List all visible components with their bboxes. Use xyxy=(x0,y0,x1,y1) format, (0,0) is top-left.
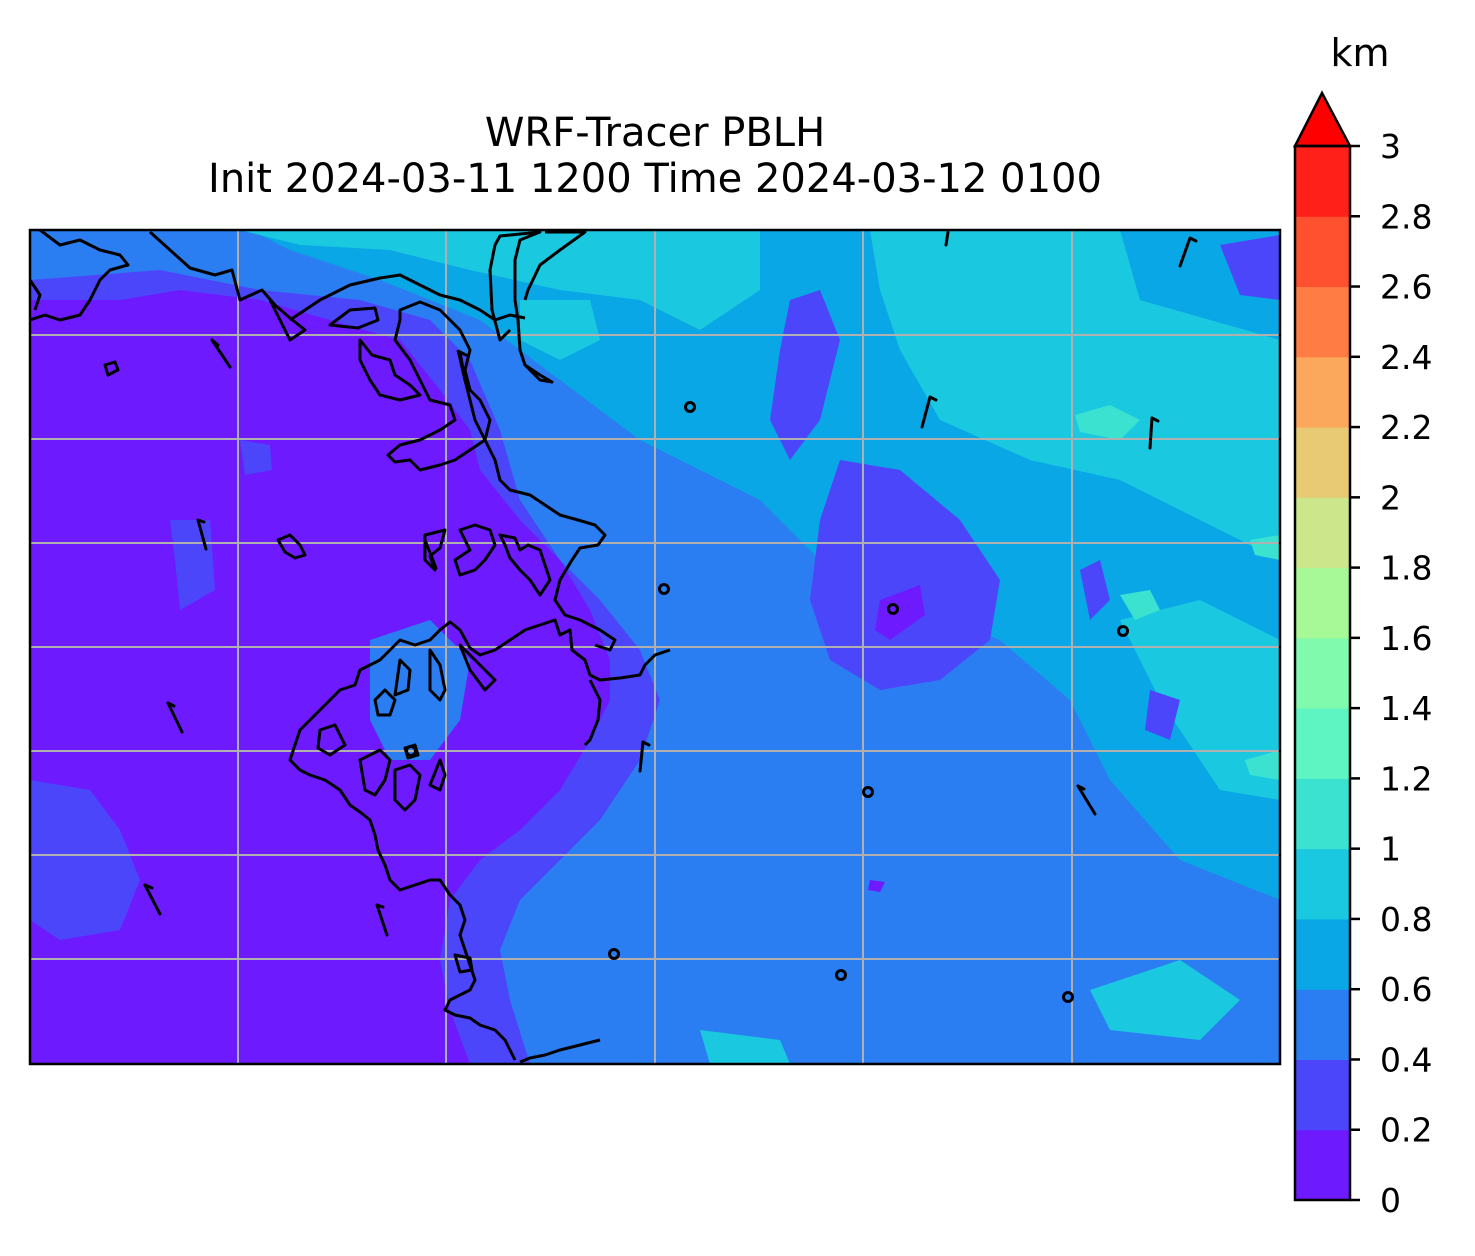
pblh-band-1.0b xyxy=(1120,590,1160,620)
calm-wind-marker xyxy=(887,603,899,615)
pblh-band-0.2-south xyxy=(30,780,140,940)
colorbar-tick-label: 0.6 xyxy=(1380,970,1432,1009)
pblh-band-0.0-spot2 xyxy=(868,880,885,892)
pblh-band-1.0a xyxy=(1075,405,1140,440)
calm-wind-marker xyxy=(658,583,670,595)
pblh-band-0.2c xyxy=(1080,560,1110,620)
colorbar-tick-label: 1 xyxy=(1380,830,1401,869)
colorbar-tick-label: 1.6 xyxy=(1380,619,1432,658)
colorbar-tick-label: 2.8 xyxy=(1380,197,1432,236)
map-title: WRF-Tracer PBLH Init 2024-03-11 1200 Tim… xyxy=(30,110,1280,202)
calm-wind-markers xyxy=(405,401,1129,1003)
pblh-band-0.8b xyxy=(870,230,1280,560)
wind-barb xyxy=(166,701,184,734)
colorbar-tick-label: 0.4 xyxy=(1380,1040,1432,1079)
colorbar-segment xyxy=(1295,216,1350,288)
pblh-band-0.8d xyxy=(1090,960,1240,1040)
colorbar-tick-label: 1.2 xyxy=(1380,759,1432,798)
colorbar-tick-label: 0 xyxy=(1380,1181,1401,1220)
calm-wind-marker xyxy=(1062,991,1074,1003)
pblh-band-0.0-west xyxy=(30,290,610,1064)
colorbar-tick-label: 0.8 xyxy=(1380,900,1432,939)
colorbar-segment xyxy=(1295,778,1350,850)
colorbar-tick-label: 0.2 xyxy=(1380,1111,1432,1150)
colorbar-ticks: 0 0.2 0.4 0.6 0.8 1 1.2 1.4 1.6 1.8 2 2.2 2.4 2.6 2.8 3 xyxy=(1350,127,1432,1220)
wind-barb xyxy=(1076,784,1097,816)
colorbar-tick-label: 2 xyxy=(1380,478,1401,517)
wind-barb xyxy=(1178,236,1198,268)
pblh-band-0.0-spot xyxy=(875,585,925,640)
colorbar-segments xyxy=(1295,146,1350,1201)
colorbar: km 0 0.2 0.4 0.6 0.8 1 1.2 1.4 1.6 1.8 2 2.2 2.4 2.6 2… xyxy=(1292,31,1432,1220)
colorbar-segment xyxy=(1295,497,1350,569)
map-frame xyxy=(28,228,1282,1066)
title-line-1: WRF-Tracer PBLH xyxy=(484,110,826,156)
wind-barb xyxy=(638,740,651,773)
colorbar-segment xyxy=(1295,1129,1350,1201)
pblh-band-0.2b xyxy=(810,460,1000,690)
gridlines xyxy=(30,230,1280,1064)
calm-wind-marker xyxy=(1117,625,1129,637)
colorbar-segment xyxy=(1295,286,1350,358)
calm-wind-marker xyxy=(405,745,417,757)
pblh-band-0.2d xyxy=(1145,690,1180,740)
colorbar-segment xyxy=(1295,146,1350,217)
pblh-band-1.0c xyxy=(1250,535,1280,560)
pblh-band-0.2a xyxy=(770,290,840,460)
wind-barb xyxy=(920,395,938,429)
pblh-band-0.2e xyxy=(1220,235,1280,300)
wind-barb xyxy=(375,903,389,937)
colorbar-frame xyxy=(1293,144,1352,1202)
colorbar-segment xyxy=(1295,356,1350,428)
colorbar-tick-label: 2.6 xyxy=(1380,268,1432,307)
colorbar-segment xyxy=(1295,427,1350,498)
colorbar-tick-label: 1.4 xyxy=(1380,689,1432,728)
colorbar-segment xyxy=(1295,1059,1350,1131)
colorbar-extend-arrow xyxy=(1292,90,1353,148)
calm-wind-marker xyxy=(862,786,874,798)
colorbar-segment xyxy=(1295,918,1350,990)
colorbar-tick-label: 2.4 xyxy=(1380,338,1432,377)
colorbar-segment xyxy=(1295,567,1350,639)
colorbar-segment xyxy=(1295,708,1350,779)
colorbar-segment xyxy=(1295,989,1350,1060)
calm-wind-marker xyxy=(835,969,847,981)
pblh-band-0.8e xyxy=(700,1030,790,1064)
calm-wind-marker xyxy=(684,401,696,413)
map-panel xyxy=(28,228,1282,1066)
wind-barb xyxy=(196,518,208,551)
colorbar-tick-label: 3 xyxy=(1380,127,1401,166)
colorbar-segment xyxy=(1295,848,1350,920)
colorbar-tick-label: 1.8 xyxy=(1380,549,1432,588)
wind-barbs xyxy=(143,230,1198,937)
pblh-band-0.2-islet2 xyxy=(240,440,272,475)
wind-barb xyxy=(944,230,950,247)
title-line-2: Init 2024-03-11 1200 Time 2024-03-12 010… xyxy=(208,156,1102,202)
wind-barb xyxy=(1148,416,1160,450)
colorbar-segment xyxy=(1295,637,1350,709)
wind-barb xyxy=(458,350,468,382)
wind-barb xyxy=(143,883,162,916)
wind-barb xyxy=(210,338,232,369)
colorbar-unit-label: km xyxy=(1330,31,1389,75)
pblh-band-0.8 xyxy=(240,230,760,330)
calm-wind-marker xyxy=(608,948,620,960)
colorbar-tick-label: 2.2 xyxy=(1380,408,1432,447)
pblh-band-0.8f xyxy=(520,300,600,360)
wind-barb xyxy=(423,538,438,570)
pblh-band-1.0d xyxy=(1245,750,1280,780)
